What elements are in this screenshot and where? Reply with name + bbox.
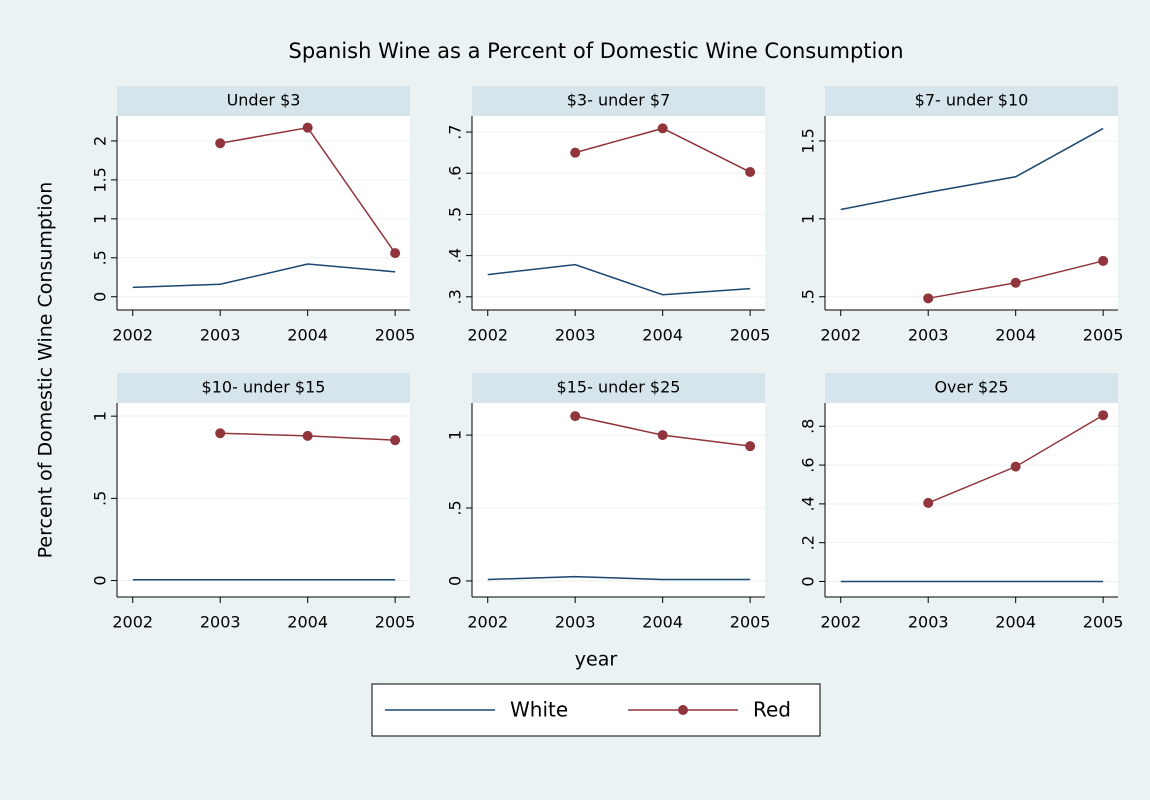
x-tick-label: 2004	[642, 613, 683, 632]
x-tick-label: 2002	[820, 326, 861, 345]
x-tick-label: 2005	[1083, 613, 1124, 632]
marker	[302, 122, 313, 133]
panel-header	[825, 373, 1118, 403]
y-tick-label: .5	[91, 491, 110, 506]
marker	[923, 497, 934, 508]
x-tick-label: 2003	[555, 326, 596, 345]
x-tick-label: 2005	[375, 613, 416, 632]
y-tick-label: 1	[799, 214, 818, 224]
y-tick-label: .5	[446, 207, 465, 222]
marker	[302, 430, 313, 441]
y-tick-label: .6	[446, 166, 465, 181]
x-axis-label: year	[575, 649, 618, 671]
marker	[570, 147, 581, 158]
y-tick-label: .5	[799, 289, 818, 304]
y-tick-label: 2	[91, 136, 110, 146]
panel-header	[117, 373, 410, 403]
x-tick-label: 2005	[375, 326, 416, 345]
marker	[215, 138, 226, 149]
marker	[1010, 277, 1021, 288]
x-tick-label: 2004	[642, 326, 683, 345]
marker	[570, 411, 581, 422]
y-tick-label: 0	[91, 292, 110, 302]
marker	[390, 435, 401, 446]
x-tick-label: 2002	[112, 326, 153, 345]
marker	[923, 293, 934, 304]
panel-header	[825, 86, 1118, 116]
y-tick-label: 1	[91, 411, 110, 421]
x-tick-label: 2002	[820, 613, 861, 632]
y-tick-label: .5	[91, 250, 110, 265]
panel-header	[117, 86, 410, 116]
marker	[1098, 255, 1109, 266]
y-tick-label: 1	[91, 214, 110, 224]
y-tick-label: 0	[799, 576, 818, 586]
x-tick-label: 2004	[287, 613, 328, 632]
marker	[390, 248, 401, 259]
y-tick-label: 1.5	[91, 167, 110, 192]
y-tick-label: .4	[799, 496, 818, 511]
panel-title: $15- under $25	[557, 378, 681, 397]
x-tick-label: 2003	[908, 326, 949, 345]
y-tick-label: .6	[799, 457, 818, 472]
panel-title: $7- under $10	[915, 91, 1029, 110]
y-tick-label: 1.5	[799, 128, 818, 153]
marker	[657, 430, 668, 441]
panel-header	[472, 86, 765, 116]
y-tick-label: .5	[446, 500, 465, 515]
x-tick-label: 2003	[200, 613, 241, 632]
x-tick-label: 2004	[995, 613, 1036, 632]
panel-title: $10- under $15	[202, 378, 326, 397]
x-tick-label: 2002	[112, 613, 153, 632]
legend-label: Red	[753, 698, 791, 722]
x-tick-label: 2003	[200, 326, 241, 345]
x-tick-label: 2005	[730, 326, 771, 345]
series-line	[487, 575, 751, 581]
marker	[745, 167, 756, 178]
plot-region	[472, 116, 765, 310]
x-tick-label: 2004	[287, 326, 328, 345]
marker	[657, 123, 668, 134]
x-tick-label: 2002	[467, 613, 508, 632]
plot-region	[117, 403, 410, 597]
x-tick-label: 2005	[1083, 326, 1124, 345]
panel-header	[472, 373, 765, 403]
marker	[745, 441, 756, 452]
y-tick-label: 0	[446, 576, 465, 586]
y-tick-label: .3	[446, 289, 465, 304]
x-tick-label: 2003	[555, 613, 596, 632]
y-tick-label: .7	[446, 124, 465, 139]
panel-title: Under $3	[227, 91, 301, 110]
y-tick-label: 0	[91, 575, 110, 585]
plot-region	[472, 403, 765, 597]
marker	[215, 428, 226, 439]
marker	[1010, 461, 1021, 472]
panel-title: $3- under $7	[567, 91, 671, 110]
chart-title: Spanish Wine as a Percent of Domestic Wi…	[288, 39, 903, 63]
legend-label: White	[510, 698, 568, 722]
x-tick-label: 2003	[908, 613, 949, 632]
x-tick-label: 2005	[730, 613, 771, 632]
panel-title: Over $25	[934, 378, 1008, 397]
y-tick-label: 1	[446, 430, 465, 440]
plot-region	[825, 116, 1118, 310]
series-line	[132, 263, 396, 289]
y-tick-label: .4	[446, 248, 465, 263]
plot-region	[117, 116, 410, 310]
series-line	[487, 263, 751, 296]
x-tick-label: 2004	[995, 326, 1036, 345]
y-axis-label: Percent of Domestic Wine Consumption	[35, 182, 57, 559]
y-tick-label: .2	[799, 535, 818, 550]
legend-marker	[678, 705, 688, 715]
marker	[1098, 410, 1109, 421]
x-tick-label: 2002	[467, 326, 508, 345]
y-tick-label: .8	[799, 419, 818, 434]
series-line	[840, 127, 1104, 211]
